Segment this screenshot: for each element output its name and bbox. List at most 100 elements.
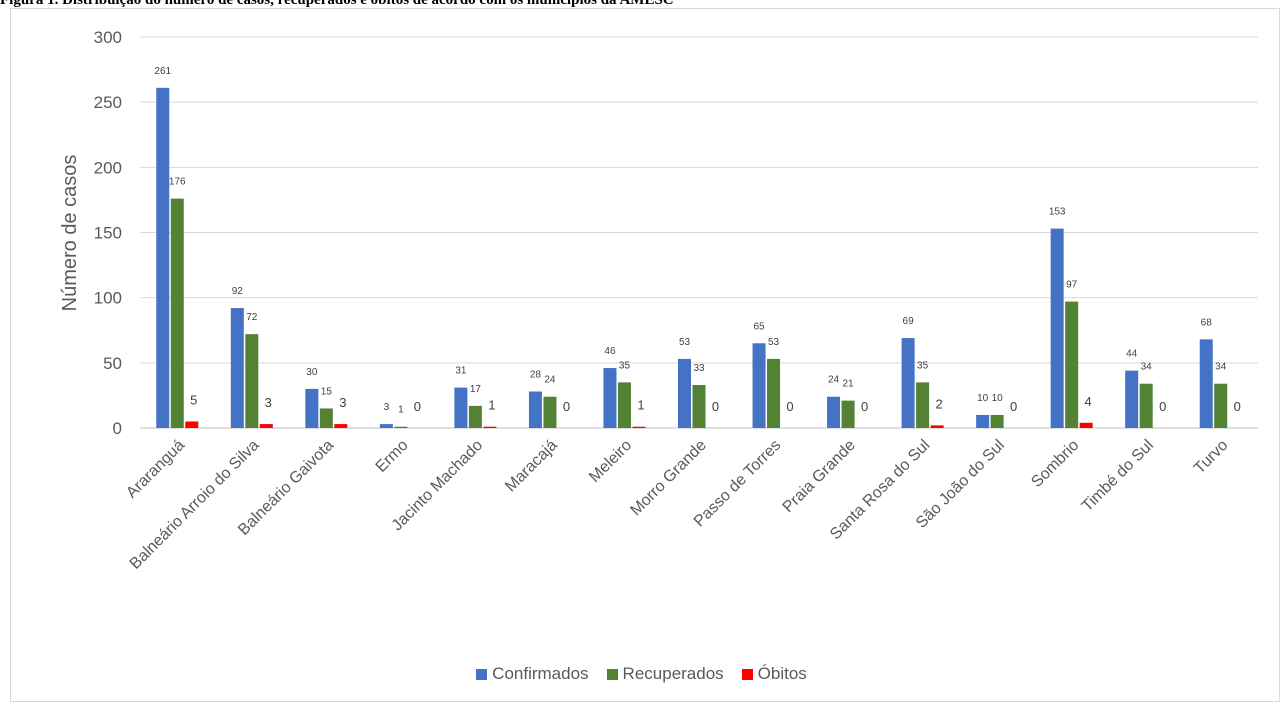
y-axis-label: Número de casos bbox=[59, 155, 81, 312]
legend-swatch bbox=[741, 668, 753, 680]
bars bbox=[156, 87, 1228, 428]
data-label: 53 bbox=[679, 337, 691, 348]
bar-recuperados bbox=[841, 400, 855, 428]
data-label: 35 bbox=[917, 360, 929, 371]
data-label: 2 bbox=[935, 396, 942, 411]
bar-óbitos bbox=[185, 421, 199, 428]
data-label: 34 bbox=[1215, 362, 1227, 373]
y-tick-label: 200 bbox=[94, 158, 122, 177]
category-label: Balneário Arroio do Silva bbox=[127, 437, 263, 573]
legend-label: Óbitos bbox=[757, 664, 807, 683]
data-label: 0 bbox=[1010, 399, 1017, 414]
y-tick-label: 100 bbox=[94, 289, 122, 308]
data-label: 69 bbox=[903, 316, 915, 327]
data-label: 4 bbox=[1085, 394, 1092, 409]
category-label: Maracajá bbox=[502, 437, 561, 496]
bar-confirmados bbox=[1199, 339, 1213, 428]
bar-recuperados bbox=[1214, 383, 1228, 428]
y-tick-label: 250 bbox=[94, 93, 122, 112]
y-tick-label: 0 bbox=[113, 419, 122, 438]
bar-recuperados bbox=[692, 384, 706, 428]
bar-confirmados bbox=[230, 308, 244, 428]
bar-recuperados bbox=[394, 426, 408, 428]
legend-swatch bbox=[606, 668, 618, 680]
data-label: 0 bbox=[414, 399, 421, 414]
data-label: 44 bbox=[1126, 349, 1138, 360]
bar-confirmados bbox=[1050, 228, 1064, 428]
data-label: 72 bbox=[246, 312, 258, 323]
bar-confirmados bbox=[379, 424, 393, 428]
data-label: 30 bbox=[306, 367, 318, 378]
chart-area bbox=[10, 8, 1280, 702]
data-label: 176 bbox=[169, 177, 186, 188]
bar-confirmados bbox=[976, 414, 990, 428]
data-label: 68 bbox=[1201, 317, 1213, 328]
bar-recuperados bbox=[245, 334, 259, 428]
data-label: 261 bbox=[154, 66, 171, 77]
data-label: 0 bbox=[563, 399, 570, 414]
legend-label: Confirmados bbox=[492, 664, 589, 683]
bar-óbitos bbox=[1079, 422, 1093, 428]
data-label: 15 bbox=[321, 386, 333, 397]
bar-óbitos bbox=[259, 424, 273, 428]
data-label: 153 bbox=[1049, 207, 1066, 218]
data-label: 46 bbox=[604, 346, 616, 357]
data-label: 1 bbox=[398, 405, 404, 416]
bar-óbitos bbox=[632, 426, 646, 428]
data-label: 3 bbox=[265, 395, 272, 410]
bar-recuperados bbox=[990, 414, 1004, 428]
y-tick-label: 300 bbox=[94, 28, 122, 47]
data-label: 65 bbox=[753, 321, 765, 332]
category-label: Meleiro bbox=[586, 437, 635, 486]
category-label: Timbé do Sul bbox=[1079, 437, 1157, 515]
bar-recuperados bbox=[1139, 383, 1153, 428]
bar-recuperados bbox=[617, 382, 631, 428]
bar-confirmados bbox=[752, 343, 766, 428]
data-label: 0 bbox=[861, 399, 868, 414]
data-label: 0 bbox=[1234, 399, 1241, 414]
category-label: Praia Grande bbox=[780, 437, 859, 516]
y-tick-label: 150 bbox=[94, 224, 122, 243]
data-label: 3 bbox=[339, 395, 346, 410]
bar-recuperados bbox=[767, 358, 781, 428]
data-label: 53 bbox=[768, 337, 780, 348]
bar-confirmados bbox=[901, 338, 915, 428]
data-label: 1 bbox=[488, 398, 495, 413]
bar-recuperados bbox=[319, 408, 333, 428]
data-label: 0 bbox=[786, 399, 793, 414]
bar-recuperados bbox=[170, 198, 184, 428]
bar-óbitos bbox=[334, 424, 348, 428]
legend-item: Recuperados bbox=[606, 664, 724, 684]
data-label: 33 bbox=[693, 363, 705, 374]
bar-recuperados bbox=[468, 405, 482, 428]
bar-confirmados bbox=[305, 388, 319, 428]
bar-confirmados bbox=[454, 387, 468, 428]
bar-óbitos bbox=[483, 426, 497, 428]
category-label: Sombrio bbox=[1028, 437, 1082, 491]
data-label: 1 bbox=[637, 398, 644, 413]
data-label: 0 bbox=[712, 399, 719, 414]
bar-confirmados bbox=[156, 87, 170, 428]
bar-óbitos bbox=[930, 425, 944, 428]
legend-item: Confirmados bbox=[476, 664, 589, 684]
data-label: 34 bbox=[1141, 362, 1153, 373]
data-label: 97 bbox=[1066, 280, 1078, 291]
category-label: Turvo bbox=[1191, 437, 1232, 478]
data-label: 3 bbox=[384, 402, 390, 413]
data-label: 10 bbox=[992, 393, 1004, 404]
data-label: 21 bbox=[843, 379, 855, 390]
data-label: 28 bbox=[530, 370, 542, 381]
data-label: 24 bbox=[544, 375, 556, 386]
legend: Confirmados Recuperados Óbitos bbox=[0, 662, 1283, 686]
bar-confirmados bbox=[827, 396, 841, 428]
data-label: 24 bbox=[828, 375, 840, 386]
category-label: Araranguá bbox=[123, 437, 188, 502]
legend-swatch bbox=[476, 668, 488, 680]
data-label: 0 bbox=[1159, 399, 1166, 414]
bar-recuperados bbox=[916, 382, 930, 428]
bar-confirmados bbox=[528, 391, 542, 428]
legend-label: Recuperados bbox=[622, 664, 724, 683]
data-label: 10 bbox=[977, 393, 989, 404]
